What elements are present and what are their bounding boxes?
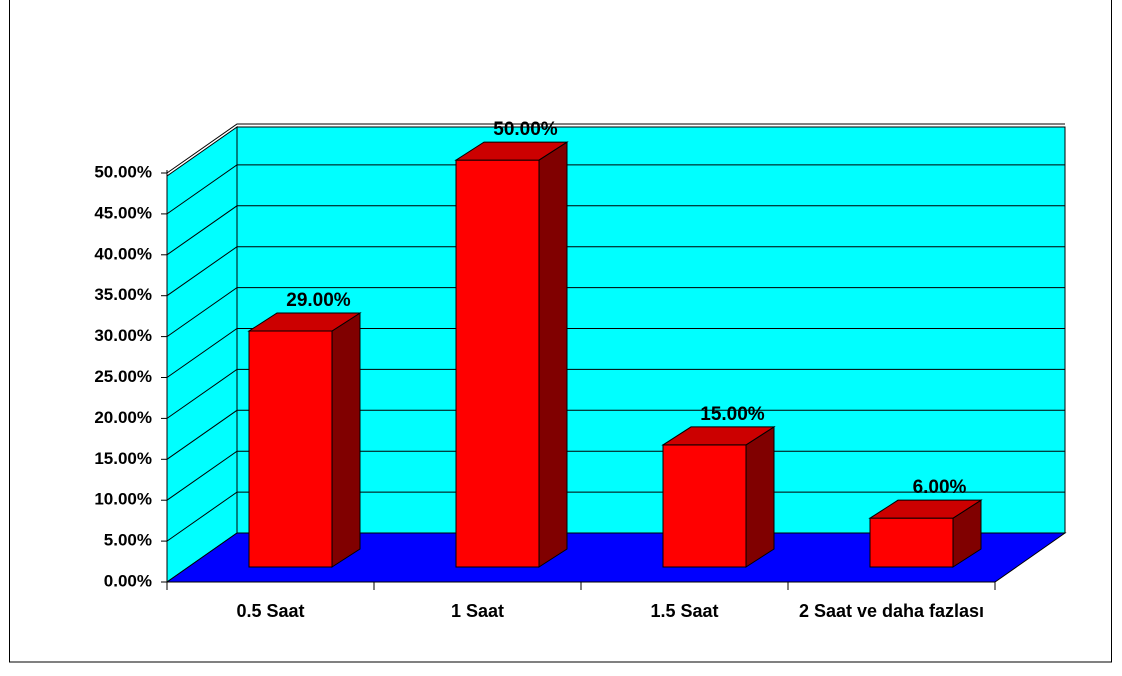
y-tick-label: 45.00% — [94, 203, 152, 222]
bar-front — [869, 517, 954, 568]
y-tick-label: 0.00% — [104, 571, 152, 590]
bar-top — [868, 499, 983, 519]
bar — [661, 426, 776, 568]
bar-front — [662, 444, 747, 568]
value-label: 50.00% — [493, 119, 558, 140]
side-wall — [166, 126, 238, 583]
bar-front — [455, 159, 540, 568]
bar-front — [248, 330, 333, 568]
value-label: 29.00% — [286, 290, 351, 311]
value-label: 6.00% — [913, 477, 967, 498]
grid-line — [166, 368, 1065, 419]
value-label: 15.00% — [700, 404, 765, 425]
grid-line — [166, 164, 1065, 215]
bar — [868, 499, 983, 568]
bar — [247, 312, 362, 568]
bar — [454, 141, 569, 568]
x-tick-label: 1.5 Saat — [650, 601, 719, 621]
grid-line — [166, 450, 1065, 501]
y-tick-label: 40.00% — [94, 244, 152, 263]
bar-top — [661, 426, 776, 446]
grid-line — [166, 409, 1065, 460]
y-tick-label: 35.00% — [94, 285, 152, 304]
y-tick-label: 50.00% — [94, 162, 152, 181]
back-wall — [236, 126, 1066, 534]
bar-side — [745, 426, 775, 568]
grid-line — [166, 287, 1065, 338]
bar-top — [454, 141, 569, 161]
grid-line — [166, 205, 1065, 256]
y-tick-label: 5.00% — [104, 531, 152, 550]
grid-line — [166, 246, 1065, 297]
grid-line — [166, 491, 1065, 542]
y-tick-label: 15.00% — [94, 449, 152, 468]
x-tick-label: 1 Saat — [450, 601, 505, 621]
x-tick-label: 0.5 Saat — [236, 601, 305, 621]
y-tick-label: 20.00% — [94, 408, 152, 427]
y-tick-label: 25.00% — [94, 367, 152, 386]
grid-line — [166, 123, 1065, 174]
x-tick-label: 2 Saat ve daha fazlası — [798, 601, 985, 621]
grid-line — [166, 328, 1065, 378]
y-tick-label: 30.00% — [94, 326, 152, 345]
bar-top — [247, 312, 362, 332]
bar-side — [331, 312, 361, 568]
y-tick-label: 10.00% — [94, 490, 152, 509]
bar-side — [538, 141, 568, 568]
